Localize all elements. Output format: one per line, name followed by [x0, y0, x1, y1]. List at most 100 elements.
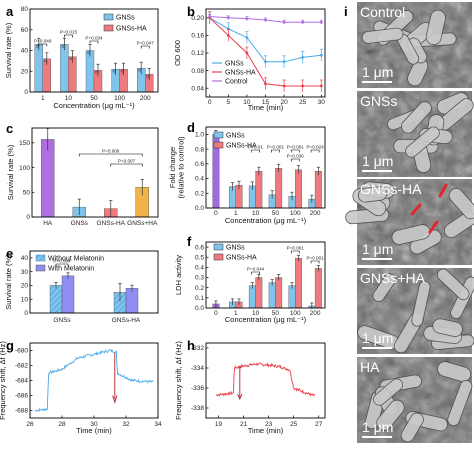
data-point [282, 84, 286, 88]
data-point [245, 36, 249, 39]
panel-label-e: e [6, 246, 13, 261]
y-tick-label: -334 [191, 365, 204, 372]
p-value-label: P=0.001 [287, 145, 305, 150]
x-tick-label: GNSs [71, 220, 89, 227]
x-tick-label: 100 [290, 210, 301, 217]
legend-label: GNSs [226, 133, 245, 140]
x-tick-label: 0 [214, 210, 218, 217]
bar [248, 285, 256, 309]
significance-bracket [89, 40, 99, 44]
y-tick-label: 0.4 [195, 265, 204, 272]
x-tick-label: 50 [272, 310, 280, 317]
plot-frame-d [205, 126, 326, 209]
trace-line [215, 362, 316, 397]
data-point [87, 51, 90, 54]
legend-swatch [103, 13, 114, 21]
legend-label: GNSs [226, 245, 245, 252]
y-axis-label: Survival rate (%) [4, 22, 13, 78]
bar [295, 169, 302, 209]
x-tick-label: 200 [140, 95, 151, 102]
legend-label: GNSs [116, 15, 135, 22]
legend-f: GNSs GNSs-HA [213, 243, 257, 262]
x-tick-label: 1 [234, 310, 238, 317]
p-value-label: P=0.047 [137, 41, 155, 46]
data-point [282, 20, 286, 24]
y-axis-label: Frequency shift, Δf (Hz) [174, 341, 183, 420]
sem-condition-label: GNSs-HA [360, 181, 422, 197]
y-tick-label: -332 [191, 345, 204, 352]
y-tick-label: 40 [21, 255, 29, 262]
sem-image-3: GNSs-HA 1 μm [345, 179, 474, 265]
y-tick-label: 0.3 [195, 275, 204, 282]
significance-bracket [290, 250, 300, 254]
bar [255, 277, 263, 309]
x-tick-label: 19 [215, 421, 223, 428]
x-tick-label: GNSs [53, 317, 71, 324]
x-tick-label: 20 [280, 99, 288, 106]
bacterium [372, 273, 396, 302]
y-tick-label: -336 [191, 385, 204, 392]
bacterium [376, 399, 405, 431]
p-value-label: P=0.036 [287, 154, 305, 159]
panel-label-b: b [187, 4, 195, 19]
y-axis-label: Survival rate (%) [4, 254, 13, 310]
x-tick-label: GNSs-HA [112, 317, 141, 324]
data-point [112, 69, 116, 73]
y-tick-label: 100 [19, 165, 30, 172]
bacterium [447, 379, 473, 427]
bacteria-cells [345, 181, 474, 255]
y-tick-label: -338 [191, 405, 204, 412]
bacterium [437, 361, 472, 383]
legend-label: GNSs-HA [225, 70, 256, 77]
legend-d: GNSs GNSs-HA [213, 131, 257, 150]
significance-bracket [140, 45, 150, 49]
x-tick-label: 30 [90, 421, 98, 428]
panel-label-c: c [6, 121, 13, 136]
data-point [35, 44, 39, 48]
bar [255, 170, 263, 209]
x-tick-label: 10 [243, 99, 251, 106]
bar [49, 285, 63, 314]
red-marker [410, 203, 422, 216]
p-value-label: P=0.001 [306, 256, 324, 261]
data-point [264, 82, 267, 86]
bar [60, 44, 69, 93]
plot-frame-c [31, 127, 159, 218]
bacterium [405, 126, 440, 158]
bar [314, 268, 322, 309]
x-tick-label: 21 [240, 421, 248, 428]
arrow-head [237, 393, 243, 401]
x-tick-label: 25 [299, 99, 307, 106]
y-tick-label: 50 [23, 189, 31, 196]
y-tick-label: 80 [21, 6, 29, 13]
bacteria-cells [387, 92, 474, 174]
legend-swatch [35, 264, 46, 272]
bar [275, 168, 283, 209]
x-axis-label: Time (min) [248, 103, 284, 112]
y-tick-label: 0.6 [195, 244, 204, 251]
bacterium [361, 27, 404, 44]
panel-e: 0 10 20 30 40 Survival rate (%) GNSs GNSs-HA P=0… [4, 254, 141, 324]
y-tick-label: 0.08 [191, 68, 204, 75]
sem-image-4: GNSs+HA 1 μm [357, 268, 474, 354]
panel-label-g: g [6, 338, 14, 353]
sem-layer: Control 1 μm GNSs 1 μm GNSs-HA 1 μm GNSs+HA 1 μ… [345, 2, 474, 443]
y-tick-label: 0.16 [191, 33, 204, 40]
p-value-label: P=0.001 [267, 145, 285, 150]
data-point [226, 34, 230, 37]
p-value-label: P=0.006 [102, 149, 120, 154]
legend-swatch [213, 243, 224, 251]
y-axis-label: LDH activity [174, 255, 183, 295]
legend-label: GNSs [225, 61, 244, 68]
bar [125, 288, 139, 314]
x-axis-label: Concentration (μg mL⁻¹) [53, 101, 135, 110]
significance-bracket [55, 263, 69, 267]
bar [288, 285, 296, 309]
significance-bracket [251, 149, 260, 153]
panel-label-h: h [187, 338, 195, 353]
y-tick-label: 0.1 [195, 295, 204, 302]
y-tick-label: -688 [15, 408, 28, 415]
significance-bracket [310, 149, 320, 153]
data-point [43, 59, 47, 63]
